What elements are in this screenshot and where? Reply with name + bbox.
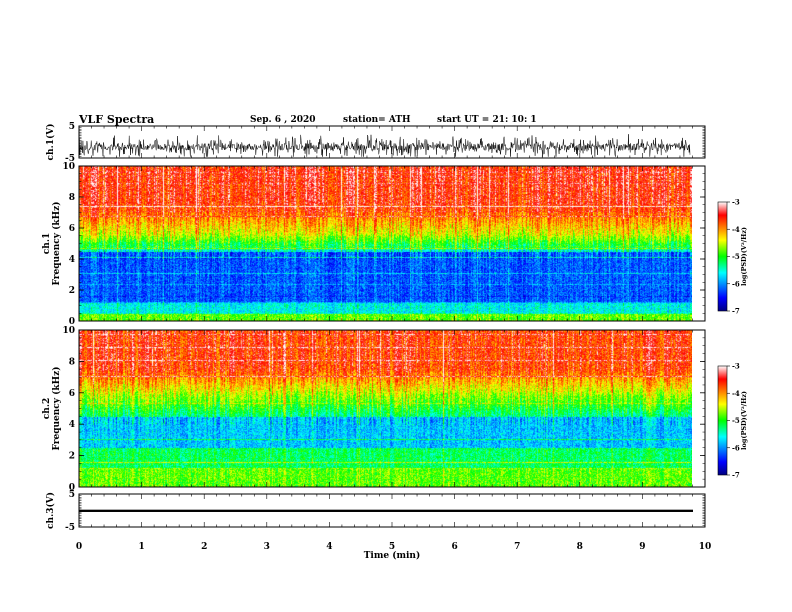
ytick-label: 0: [69, 483, 75, 493]
ytick-label: -5: [65, 523, 75, 533]
ytick-label: 2: [69, 452, 75, 462]
ch1-spectrogram-image: [79, 166, 692, 321]
colorbar-tick-label: -3: [732, 198, 740, 207]
ch2-spectrogram-colorbar-label: log(PSD)(V²/Hz): [740, 391, 748, 450]
colorbar-tick-label: -5: [732, 252, 740, 261]
ytick-label: 8: [69, 193, 75, 203]
xtick-label: 10: [699, 542, 712, 552]
ytick-label: -5: [65, 154, 75, 164]
colorbar-tick-label: -3: [732, 362, 740, 371]
ytick-label: 5: [69, 490, 75, 500]
xtick-label: 4: [326, 542, 332, 552]
ch1-spectrogram-ylabel: ch.1Frequency (kHz): [42, 201, 62, 285]
colorbar-tick-label: -7: [732, 471, 740, 480]
ytick-label: 6: [69, 224, 75, 234]
ytick-label: 2: [69, 286, 75, 296]
ytick-label: 4: [69, 255, 75, 265]
date-label: Sep. 6 , 2020: [250, 115, 316, 125]
ytick-label: 5: [69, 122, 75, 132]
ch2-spectrogram-image: [79, 330, 692, 487]
colorbar-tick-label: -7: [732, 307, 740, 316]
ch3-waveform-ylabel: ch.3(V): [45, 492, 56, 529]
colorbar-tick-label: -6: [732, 279, 740, 288]
ch3-trace: [79, 509, 693, 512]
colorbar-tick-label: -5: [732, 416, 740, 425]
station-label: station= ATH: [343, 115, 411, 125]
xaxis-label: Time (min): [364, 550, 421, 561]
ch1-waveform-ylabel: ch.1(V): [45, 124, 56, 161]
colorbar-tick-label: -6: [732, 443, 740, 452]
ch1-spectrogram-colorbar-label: log(PSD)(V²/Hz): [740, 227, 748, 286]
ytick-label: 10: [62, 162, 75, 172]
xtick-label: 0: [76, 542, 82, 552]
colorbar-tick-label: -4: [732, 389, 740, 398]
ytick-label: 4: [69, 420, 75, 430]
ytick-label: 8: [69, 357, 75, 367]
xtick-label: 9: [639, 542, 645, 552]
xtick-label: 6: [451, 542, 457, 552]
colorbar-tick-label: -4: [732, 225, 740, 234]
ytick-label: 10: [62, 326, 75, 336]
start-time-label: start UT = 21: 10: 1: [437, 115, 537, 125]
ch2-spectrogram-colorbar: [717, 365, 728, 476]
xtick-label: 5: [389, 542, 395, 552]
ytick-label: 0: [69, 317, 75, 327]
ch1-trace: [78, 134, 691, 157]
chart-title: VLF Spectra: [79, 113, 155, 126]
xtick-label: 8: [577, 542, 583, 552]
xtick-label: 2: [201, 542, 207, 552]
ch1-spectrogram-colorbar: [717, 201, 728, 312]
xtick-label: 1: [138, 542, 144, 552]
ytick-label: 6: [69, 389, 75, 399]
xtick-label: 7: [514, 542, 520, 552]
ch2-spectrogram-ylabel: ch.2Frequency (kHz): [42, 366, 62, 450]
xtick-label: 3: [264, 542, 270, 552]
